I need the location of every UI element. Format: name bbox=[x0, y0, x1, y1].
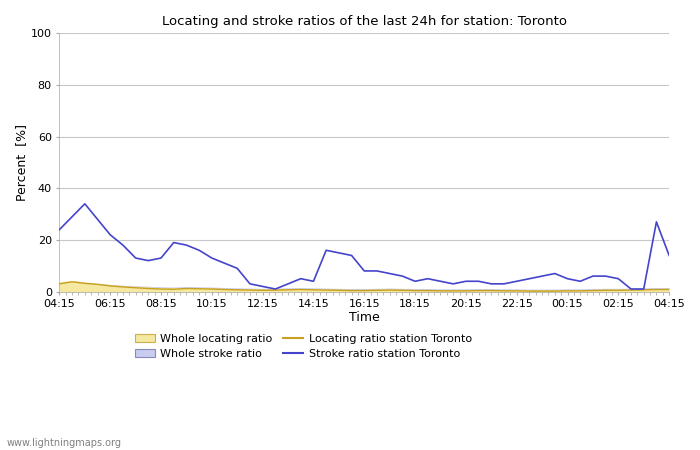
Text: www.lightningmaps.org: www.lightningmaps.org bbox=[7, 438, 122, 448]
Y-axis label: Percent  [%]: Percent [%] bbox=[15, 124, 28, 201]
X-axis label: Time: Time bbox=[349, 310, 379, 324]
Legend: Whole locating ratio, Whole stroke ratio, Locating ratio station Toronto, Stroke: Whole locating ratio, Whole stroke ratio… bbox=[130, 329, 477, 364]
Title: Locating and stroke ratios of the last 24h for station: Toronto: Locating and stroke ratios of the last 2… bbox=[162, 15, 567, 28]
